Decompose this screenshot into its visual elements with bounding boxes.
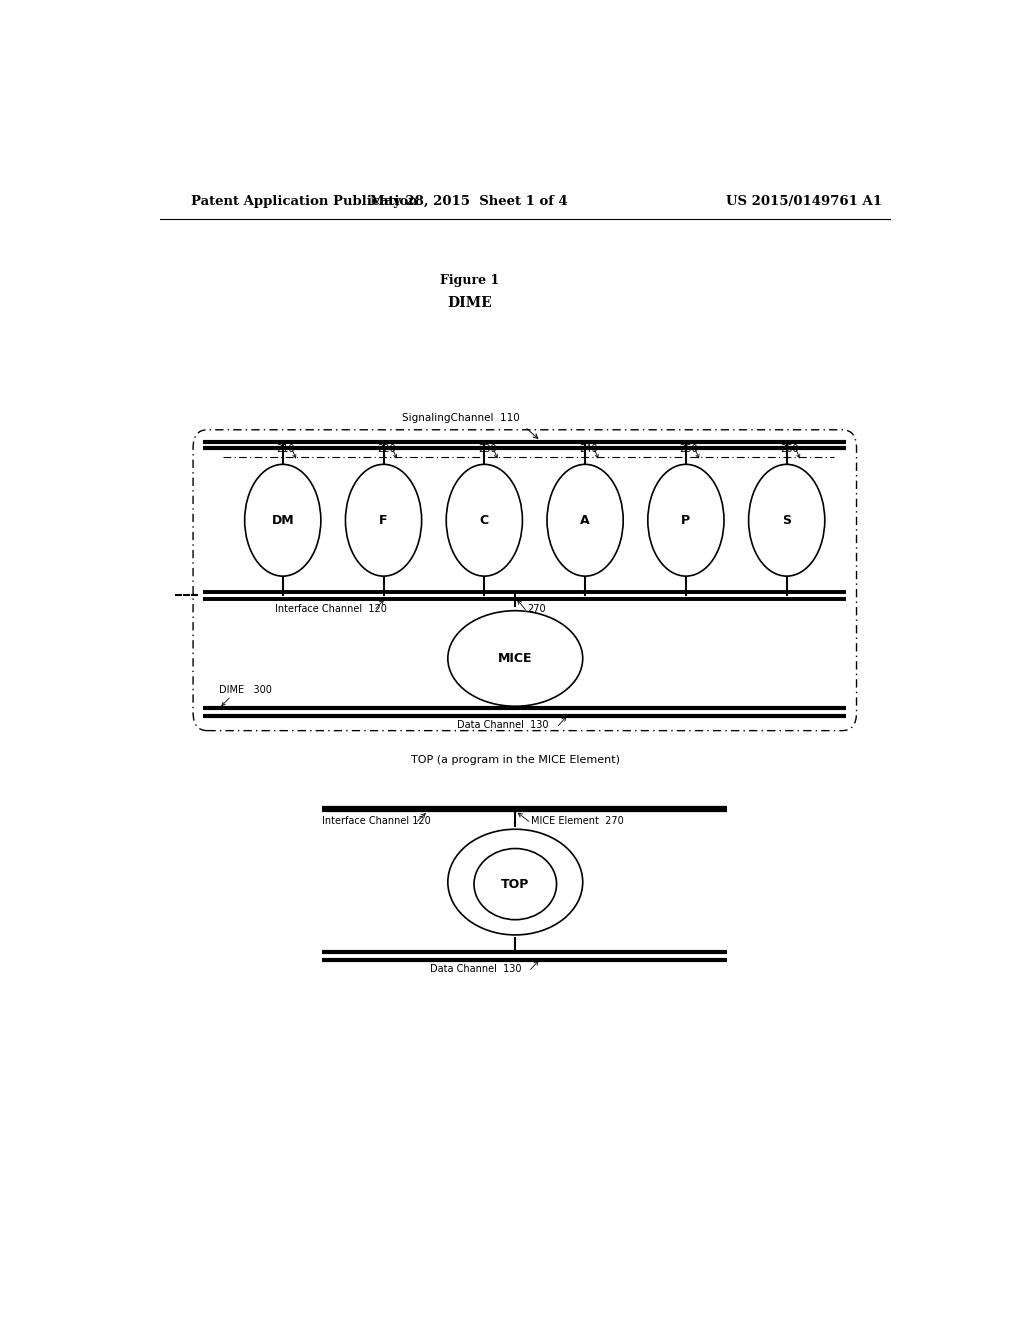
- Text: A: A: [581, 513, 590, 527]
- Text: S: S: [782, 513, 792, 527]
- Text: May 28, 2015  Sheet 1 of 4: May 28, 2015 Sheet 1 of 4: [371, 194, 568, 207]
- Text: Patent Application Publication: Patent Application Publication: [191, 194, 418, 207]
- Text: Data Channel  130: Data Channel 130: [458, 721, 549, 730]
- Text: P: P: [681, 513, 690, 527]
- Ellipse shape: [749, 465, 824, 576]
- Ellipse shape: [446, 465, 522, 576]
- Text: DIME   300: DIME 300: [219, 685, 272, 694]
- Text: 220: 220: [377, 444, 396, 454]
- Ellipse shape: [648, 465, 724, 576]
- Ellipse shape: [547, 465, 624, 576]
- Text: US 2015/0149761 A1: US 2015/0149761 A1: [726, 194, 882, 207]
- Ellipse shape: [447, 611, 583, 706]
- Text: MICE: MICE: [498, 652, 532, 665]
- Text: 260: 260: [780, 444, 799, 454]
- Text: TOP (a program in the MICE Element): TOP (a program in the MICE Element): [411, 755, 620, 766]
- Text: 270: 270: [527, 603, 546, 614]
- Text: Data Channel  130: Data Channel 130: [430, 965, 521, 974]
- Ellipse shape: [245, 465, 321, 576]
- Text: DM: DM: [271, 513, 294, 527]
- Text: MICE Element  270: MICE Element 270: [531, 816, 624, 826]
- Text: Interface Channel 120: Interface Channel 120: [323, 816, 431, 826]
- Ellipse shape: [474, 849, 557, 920]
- Text: DIME: DIME: [446, 296, 492, 310]
- Text: 250: 250: [680, 444, 698, 454]
- Text: SignalingChannel  110: SignalingChannel 110: [402, 413, 520, 422]
- Ellipse shape: [345, 465, 422, 576]
- Text: F: F: [379, 513, 388, 527]
- Text: 240: 240: [579, 444, 597, 454]
- Ellipse shape: [447, 829, 583, 935]
- Text: TOP: TOP: [501, 878, 529, 891]
- Text: C: C: [480, 513, 488, 527]
- Text: Figure 1: Figure 1: [439, 273, 499, 286]
- Text: 230: 230: [478, 444, 497, 454]
- Text: Interface Channel  120: Interface Channel 120: [274, 603, 387, 614]
- Text: 210: 210: [276, 444, 295, 454]
